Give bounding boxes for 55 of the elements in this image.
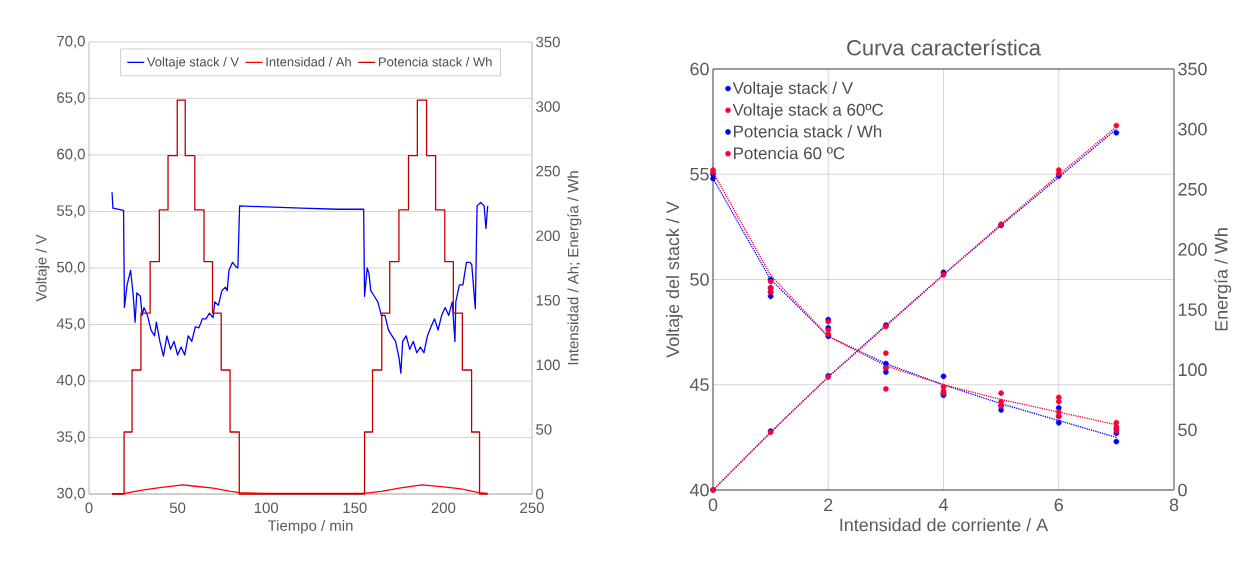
y2-tick-label: 200 [1178,243,1207,256]
y-axis-title: Voltaje del stack / V [665,201,683,358]
y2-tick-label: 300 [1178,122,1207,136]
y2-tick-label: 0 [1178,483,1187,497]
legend-label: Intensidad / Ah [266,56,351,67]
legend-label: Potencia stack / Wh [379,56,492,67]
y2-tick-label: 250 [536,165,560,177]
y2-tick-label: 250 [1178,182,1207,196]
y2-tick-label: 100 [536,359,560,371]
y-tick-label: 55,0 [56,205,85,218]
legend-label: Voltaje stack a 60ºC [732,103,884,120]
chart-title: Curva característica [847,39,1041,56]
x-tick-label: 6 [1054,498,1063,512]
x-tick-label: 100 [254,502,279,514]
legend-label: Voltaje stack / V [146,56,239,70]
x-axis-title: Tiempo / min [267,519,353,534]
legend-label: Potencia stack / Wh [733,125,882,138]
y2-tick-label: 100 [1178,363,1207,377]
y-tick-label: 65,0 [57,92,85,105]
y-axis-title: Voltaje / V [35,234,50,302]
y-tick-label: 45,0 [56,318,85,331]
y-tick-label: 40,0 [56,374,85,388]
x-tick-label: 4 [938,498,948,511]
y-tick-label: 60 [690,62,709,76]
x-tick-label: 0 [708,498,718,512]
y2-tick-label: 300 [536,101,560,112]
y-tick-label: 50,0 [56,261,85,275]
y2-tick-label: 50 [1178,423,1197,437]
x-axis-title: Intensidad de corriente / A [840,518,1049,532]
x-tick-label: 8 [1169,498,1179,512]
y-tick-label: 30,0 [56,487,85,501]
y-tick-label: 45 [689,378,709,391]
y-tick-label: 70,0 [57,35,85,49]
x-tick-label: 2 [824,498,833,512]
x-tick-label: 200 [431,502,456,514]
y2-tick-label: 150 [1178,303,1207,316]
y2-tick-label: 200 [536,230,560,241]
y2-tick-label: 50 [536,424,552,435]
x-tick-label: 50 [169,502,186,514]
y2-axis-title: Intensidad / Ah; Energía / Wh [567,171,582,365]
x-tick-label: 0 [85,502,93,514]
y-tick-label: 50 [690,273,709,286]
y-tick-label: 35,0 [56,431,85,444]
y2-tick-label: 350 [536,36,560,48]
y-tick-label: 40 [689,483,709,497]
legend-label: Voltaje stack / V [732,81,853,98]
y2-tick-label: 0 [536,488,544,500]
y-tick-label: 55 [690,167,709,181]
x-tick-label: 250 [520,502,544,514]
y2-tick-label: 150 [536,294,560,306]
y2-axis-title: Energía / Wh [1214,228,1232,331]
x-tick-label: 150 [343,502,367,514]
legend-label: Potencia 60 ºC [733,146,845,160]
y-tick-label: 60,0 [57,148,85,162]
y2-tick-label: 350 [1178,62,1207,76]
